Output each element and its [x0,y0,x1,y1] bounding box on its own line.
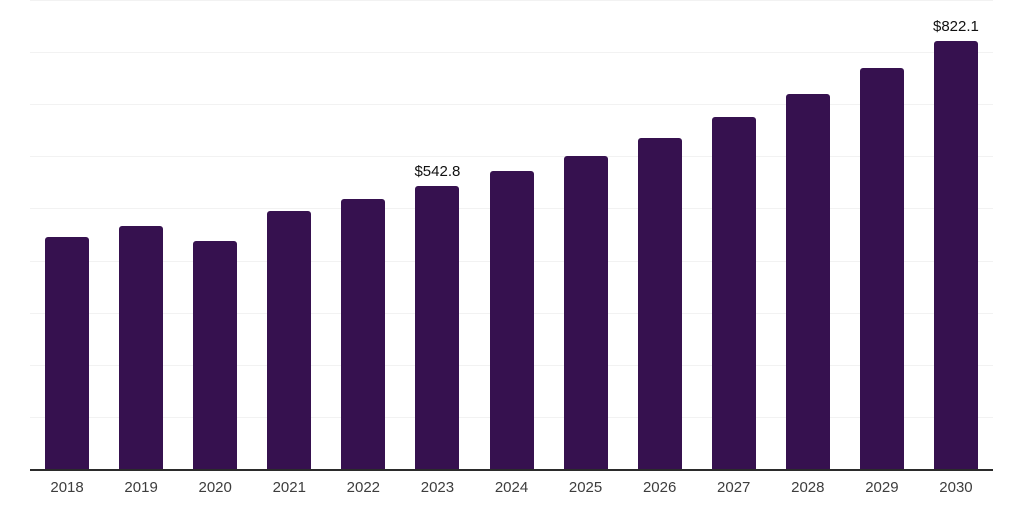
bar-2018[interactable] [45,236,90,469]
bar-2021[interactable] [267,211,312,469]
x-tick-2029: 2029 [865,479,899,496]
x-tick-2025: 2025 [568,479,603,496]
x-tick-2022: 2022 [346,479,381,496]
gridline-700 [30,104,993,106]
x-tick-2026: 2026 [642,479,677,496]
bar-2029[interactable] [859,68,904,469]
x-tick-2030: 2030 [939,479,973,496]
plot-area: $542.8 $822.1 [30,0,993,469]
x-tick-2028: 2028 [791,479,825,496]
x-tick-2019: 2019 [124,479,158,496]
bar-2020[interactable] [193,241,238,469]
x-tick-2018: 2018 [50,479,84,496]
value-label-2030: $822.1 [933,17,979,35]
x-tick-2027: 2027 [717,479,751,496]
bar-2028[interactable] [785,94,830,469]
x-axis-tick-labels: 2018 2019 2020 2021 2022 2023 2024 2025 2026 2027… [30,479,993,501]
bar-2022[interactable] [341,199,386,469]
bar-2019[interactable] [119,226,164,469]
gridline-600 [30,156,993,158]
gridline-900 [30,0,993,1]
x-tick-2023: 2023 [420,479,455,496]
x-tick-2021: 2021 [272,479,306,496]
bar-2025[interactable] [563,155,608,469]
gridline-800 [30,52,993,54]
x-axis-line [30,469,993,471]
bar-2026[interactable] [637,137,682,469]
bar-2030[interactable] [933,40,978,469]
bar-2023[interactable] [415,186,460,469]
x-tick-2024: 2024 [494,479,529,496]
bar-2027[interactable] [711,116,756,469]
bar-2024[interactable] [489,171,534,469]
x-tick-2020: 2020 [198,479,232,496]
value-label-2023: $542.8 [414,163,461,181]
